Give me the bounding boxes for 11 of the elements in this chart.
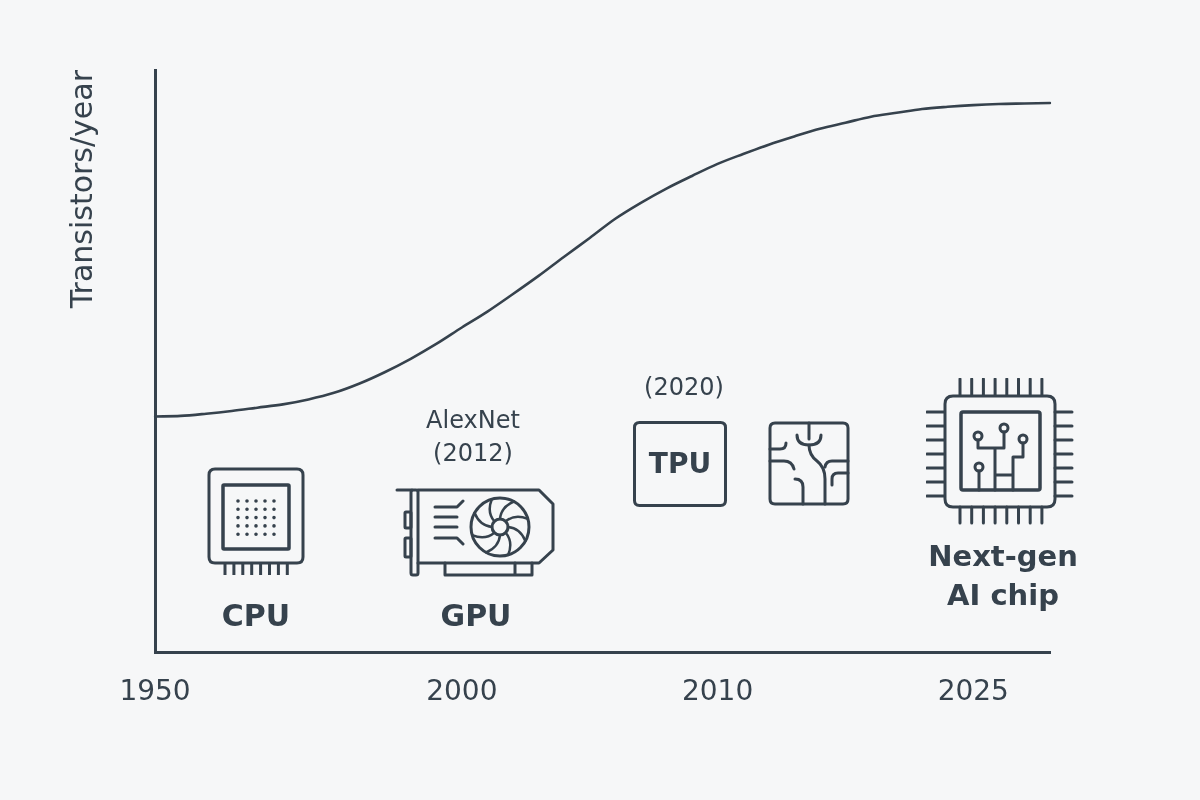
y-axis-title: Transistors/year [63, 69, 99, 310]
x-tick-label: 2000 [426, 674, 498, 708]
annotation: AlexNet (2012) [426, 405, 520, 469]
annotation: TPU [648, 447, 712, 480]
annotation: GPU [440, 598, 512, 634]
x-tick-label: 2010 [681, 674, 754, 708]
annotation: (2020) [644, 372, 724, 402]
x-tick-label: 2025 [937, 674, 1009, 708]
x-tick-label: 1950 [119, 674, 191, 708]
annotation: Next-gen AI chip [928, 538, 1078, 614]
annotation: CPU [221, 598, 291, 634]
